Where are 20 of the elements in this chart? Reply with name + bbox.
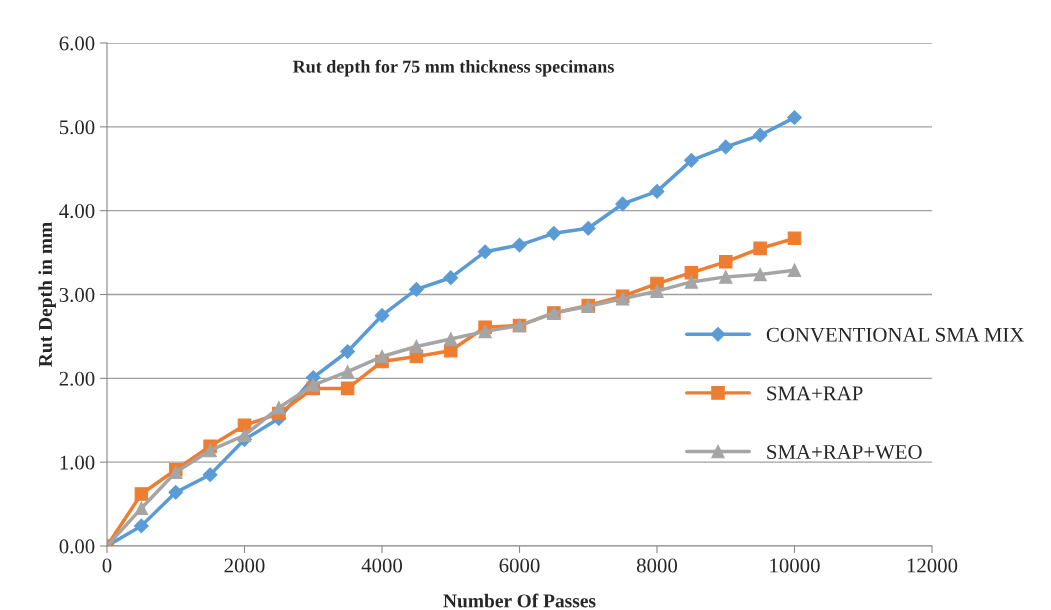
legend-label: SMA+RAP+WEO bbox=[767, 444, 922, 460]
x-tick-label: 12000 bbox=[907, 558, 958, 573]
y-axis-title: Rut Depth in mm bbox=[38, 222, 56, 367]
x-tick-label: 4000 bbox=[361, 558, 403, 573]
x-axis-title: Number Of Passes bbox=[443, 593, 596, 608]
legend-label: CONVENTIONAL SMA MIX bbox=[766, 327, 1025, 342]
y-tick-label: 0.00 bbox=[59, 539, 95, 554]
x-tick-label: 6000 bbox=[499, 558, 540, 573]
x-tick-label: 2000 bbox=[224, 558, 265, 573]
y-tick-label: 4.00 bbox=[59, 204, 95, 219]
text: Rut depth for 75 mm thickness specimans bbox=[292, 59, 614, 77]
y-tick-label: 6.00 bbox=[59, 36, 95, 51]
legend-label: SMA+RAP bbox=[767, 386, 863, 401]
y-tick-label: 3.00 bbox=[59, 287, 95, 303]
x-tick-label: 0 bbox=[102, 558, 112, 573]
x-tick-label: 10000 bbox=[770, 558, 820, 573]
y-tick-label: 2.00 bbox=[59, 371, 95, 386]
x-tick-label: 8000 bbox=[636, 558, 678, 573]
y-tick-label: 5.00 bbox=[59, 120, 95, 135]
y-tick-label: 1.00 bbox=[60, 455, 95, 470]
